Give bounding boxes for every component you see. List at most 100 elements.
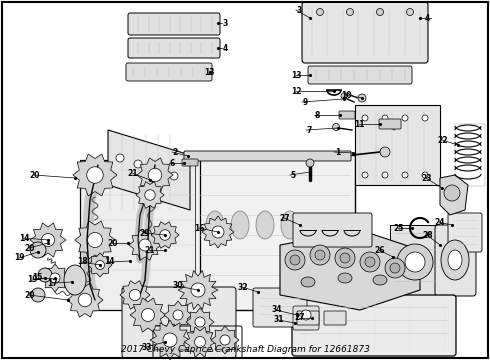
Circle shape [333, 123, 340, 131]
FancyBboxPatch shape [308, 66, 412, 84]
Circle shape [195, 317, 205, 327]
Polygon shape [150, 320, 190, 360]
Polygon shape [280, 230, 420, 310]
Circle shape [346, 9, 353, 15]
Text: 27: 27 [279, 213, 290, 222]
Polygon shape [80, 160, 200, 310]
Circle shape [78, 293, 92, 307]
Circle shape [50, 273, 60, 283]
Text: 34: 34 [271, 306, 282, 315]
FancyBboxPatch shape [122, 287, 236, 358]
Circle shape [301, 310, 311, 320]
Text: 13: 13 [292, 71, 302, 80]
Circle shape [407, 9, 414, 15]
Text: 23: 23 [421, 174, 432, 183]
Ellipse shape [281, 211, 299, 239]
Polygon shape [30, 223, 66, 257]
Text: 27: 27 [294, 314, 305, 323]
Circle shape [382, 172, 388, 178]
Text: 25: 25 [393, 224, 404, 233]
Circle shape [145, 190, 155, 200]
Circle shape [360, 252, 380, 272]
Circle shape [315, 250, 325, 260]
Polygon shape [67, 283, 103, 317]
FancyBboxPatch shape [435, 225, 476, 296]
Text: 19: 19 [15, 253, 25, 262]
Circle shape [376, 9, 384, 15]
Text: 29: 29 [140, 229, 150, 238]
Circle shape [88, 233, 102, 248]
FancyBboxPatch shape [293, 306, 319, 330]
Text: 10: 10 [342, 90, 352, 99]
Circle shape [191, 283, 205, 297]
Text: 26: 26 [374, 246, 385, 255]
FancyBboxPatch shape [184, 151, 351, 161]
FancyBboxPatch shape [126, 63, 212, 81]
Polygon shape [136, 182, 164, 208]
Circle shape [170, 172, 178, 180]
Ellipse shape [301, 277, 315, 287]
Polygon shape [186, 308, 214, 336]
Circle shape [405, 252, 425, 272]
Circle shape [148, 168, 162, 182]
Text: 20: 20 [24, 243, 35, 252]
Circle shape [42, 234, 54, 247]
Text: 22: 22 [438, 135, 448, 144]
Circle shape [362, 115, 368, 121]
Circle shape [38, 268, 52, 282]
Text: 14: 14 [20, 234, 30, 243]
FancyBboxPatch shape [339, 111, 355, 119]
Text: 28: 28 [422, 230, 433, 239]
Polygon shape [120, 281, 150, 309]
Circle shape [422, 172, 428, 178]
Text: 21: 21 [127, 168, 138, 177]
Text: 21: 21 [145, 246, 155, 255]
FancyBboxPatch shape [448, 213, 482, 252]
Text: 6: 6 [170, 158, 175, 167]
Circle shape [422, 115, 428, 121]
Polygon shape [73, 154, 117, 196]
Ellipse shape [373, 275, 387, 285]
FancyBboxPatch shape [195, 155, 355, 310]
Text: 7: 7 [307, 126, 312, 135]
Ellipse shape [441, 240, 469, 280]
Ellipse shape [64, 265, 86, 295]
Circle shape [341, 93, 347, 99]
FancyBboxPatch shape [128, 38, 220, 58]
FancyBboxPatch shape [253, 288, 307, 327]
FancyBboxPatch shape [293, 213, 372, 247]
Circle shape [152, 166, 160, 174]
FancyBboxPatch shape [324, 311, 346, 325]
Circle shape [96, 261, 104, 270]
Circle shape [402, 115, 408, 121]
Circle shape [142, 309, 154, 321]
Polygon shape [137, 158, 173, 192]
Text: 24: 24 [435, 217, 445, 226]
Circle shape [116, 154, 124, 162]
Circle shape [285, 250, 305, 270]
Text: 20: 20 [24, 291, 35, 300]
Circle shape [382, 115, 388, 121]
Ellipse shape [338, 273, 352, 283]
Text: 14: 14 [104, 257, 115, 266]
Text: 12: 12 [292, 86, 302, 95]
Circle shape [310, 245, 330, 265]
Circle shape [195, 337, 205, 347]
Text: 33: 33 [142, 342, 152, 351]
Circle shape [390, 263, 400, 273]
Polygon shape [211, 326, 239, 354]
Circle shape [397, 244, 433, 280]
Circle shape [402, 172, 408, 178]
Polygon shape [41, 264, 69, 292]
Circle shape [129, 289, 141, 301]
Ellipse shape [231, 211, 249, 239]
Text: 20: 20 [107, 239, 118, 248]
Circle shape [139, 239, 151, 251]
Circle shape [385, 258, 405, 278]
Text: 4: 4 [425, 14, 430, 23]
Text: 2017 Chevy Caprice Crankshaft Diagram for 12661873: 2017 Chevy Caprice Crankshaft Diagram fo… [121, 345, 369, 354]
Text: 17: 17 [48, 279, 58, 288]
FancyBboxPatch shape [128, 13, 220, 35]
Ellipse shape [256, 211, 274, 239]
Text: 20: 20 [29, 171, 40, 180]
